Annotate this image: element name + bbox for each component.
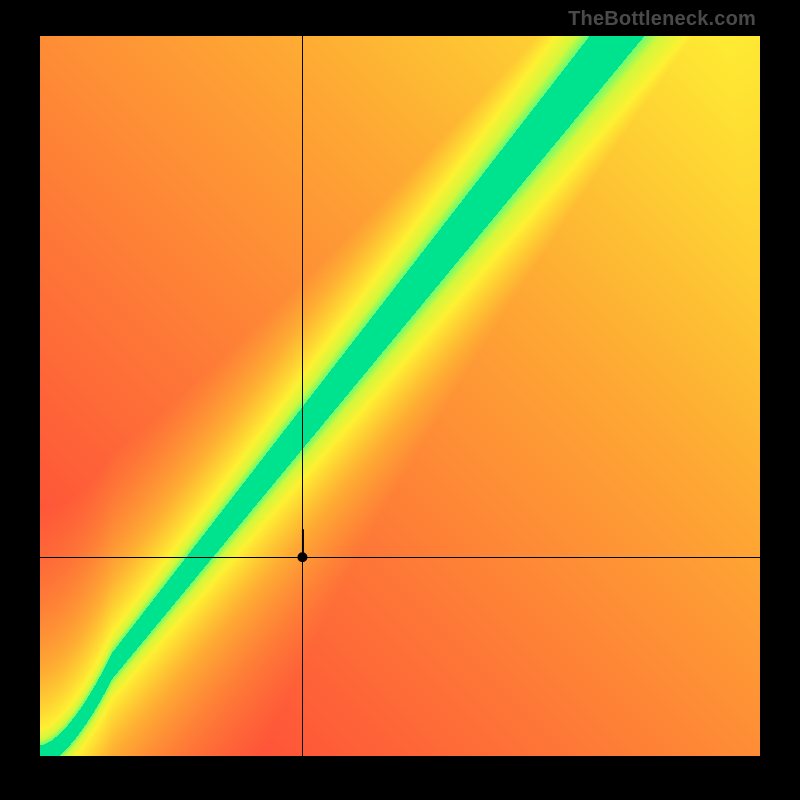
chart-frame: TheBottleneck.com (0, 0, 800, 800)
watermark-label: TheBottleneck.com (568, 8, 756, 31)
crosshair-overlay-canvas (40, 36, 760, 756)
